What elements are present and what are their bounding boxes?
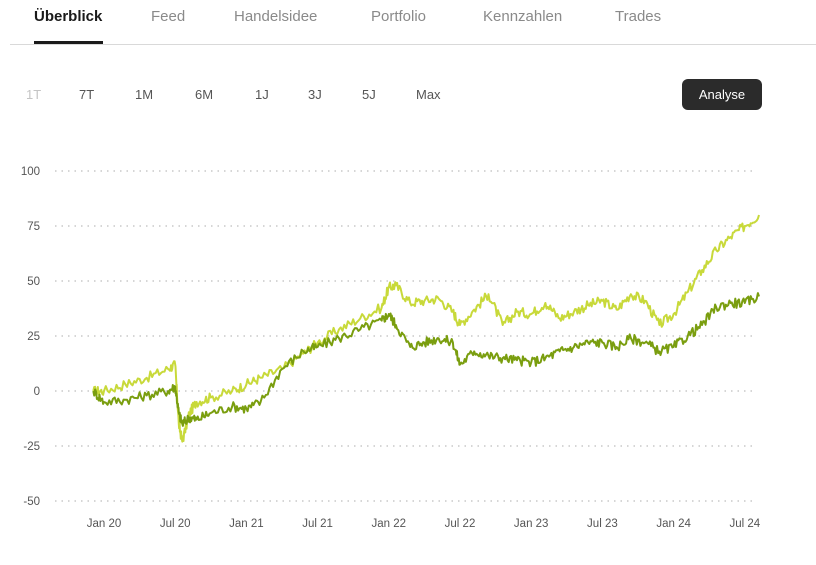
analyse-button[interactable]: Analyse	[682, 79, 762, 110]
range-1j[interactable]: 1J	[255, 87, 269, 102]
y-tick-label: 25	[27, 331, 40, 343]
x-axis-labels: Jan 20 Jul 20 Jan 21 Jul 21 Jan 22 Jul 22 Jan …	[87, 518, 761, 530]
x-tick-label: Jan 23	[514, 518, 549, 530]
x-tick-label: Jul 20	[160, 518, 191, 530]
y-tick-label: 75	[27, 221, 40, 233]
x-tick-label: Jul 24	[729, 518, 760, 530]
x-tick-label: Jan 21	[229, 518, 264, 530]
y-tick-label: -50	[23, 496, 40, 508]
x-tick-label: Jul 23	[587, 518, 618, 530]
range-1m[interactable]: 1M	[135, 87, 154, 102]
tab-bar: Überblick Feed Handelsidee Portfolio Ken…	[10, 0, 816, 45]
tab-feed[interactable]: Feed	[151, 8, 186, 25]
x-tick-label: Jan 24	[656, 518, 691, 530]
x-tick-label: Jul 22	[445, 518, 476, 530]
y-tick-label: -25	[23, 441, 40, 453]
x-tick-label: Jan 22	[372, 518, 407, 530]
y-tick-label: 50	[27, 276, 40, 288]
series-line-light	[92, 214, 760, 443]
range-3j[interactable]: 3J	[308, 87, 322, 102]
range-max[interactable]: Max	[416, 87, 441, 102]
range-6m[interactable]: 6M	[195, 87, 214, 102]
tab-ueberblick[interactable]: Überblick	[34, 8, 103, 25]
y-axis-labels: 100 75 50 25 0 -25 -50	[21, 166, 40, 508]
tab-portfolio[interactable]: Portfolio	[371, 8, 427, 25]
series-line-dark	[92, 292, 760, 427]
x-tick-label: Jul 21	[302, 518, 333, 530]
tab-handelsidee[interactable]: Handelsidee	[234, 8, 318, 25]
x-tick-label: Jan 20	[87, 518, 122, 530]
range-7t[interactable]: 7T	[79, 87, 95, 102]
chart-series	[92, 214, 760, 443]
tab-trades[interactable]: Trades	[615, 8, 662, 25]
y-tick-label: 100	[21, 166, 40, 178]
range-1t[interactable]: 1T	[26, 87, 42, 102]
range-5j[interactable]: 5J	[362, 87, 376, 102]
active-tab-indicator	[34, 41, 103, 44]
y-tick-label: 0	[34, 386, 40, 398]
tab-kennzahlen[interactable]: Kennzahlen	[483, 8, 563, 25]
